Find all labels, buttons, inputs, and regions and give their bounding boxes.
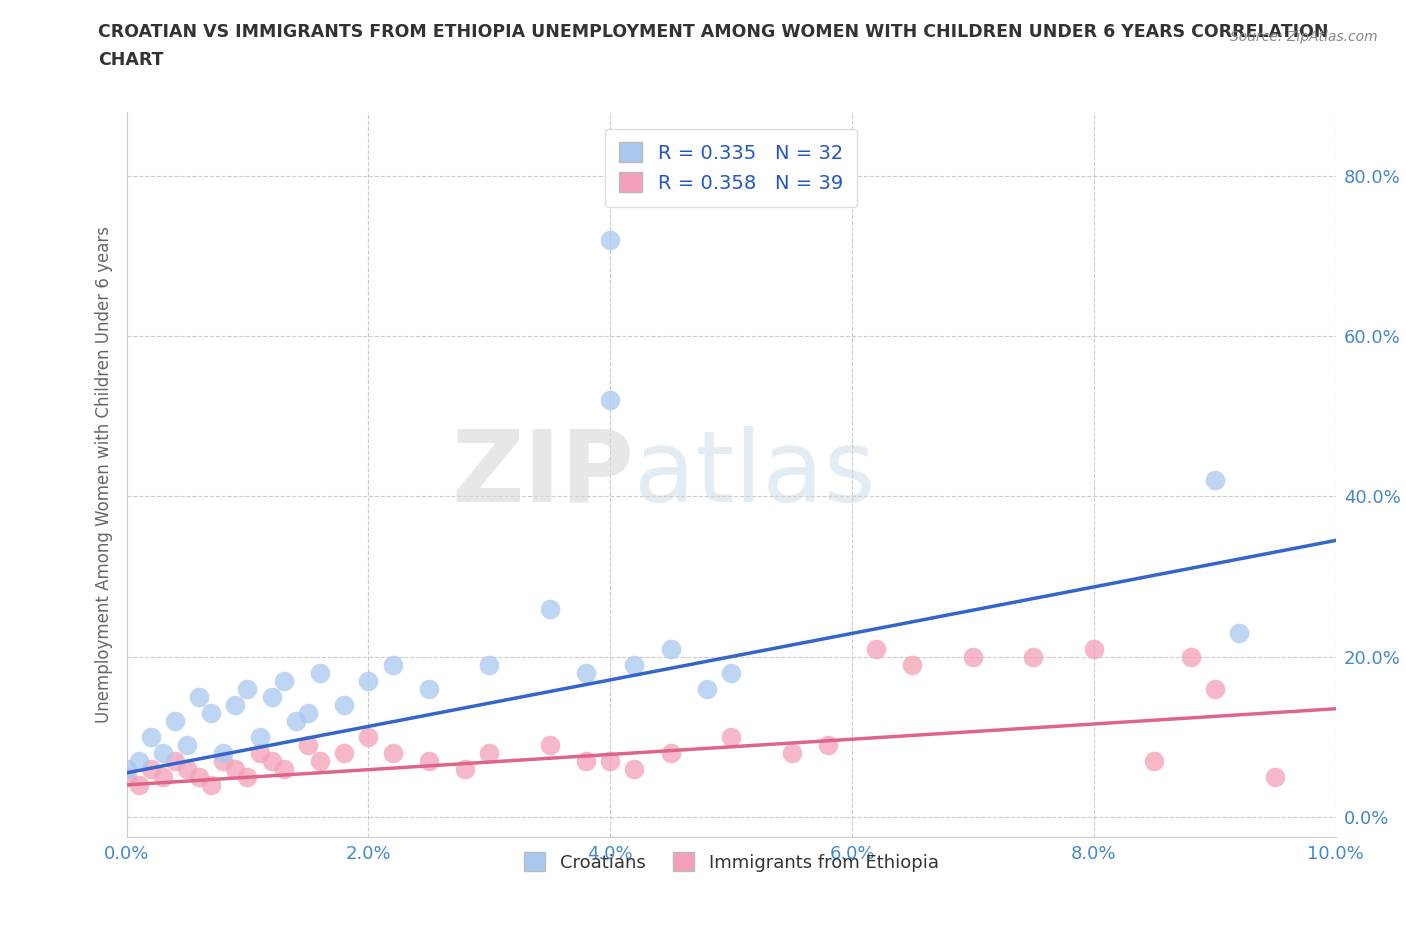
Point <box>478 746 501 761</box>
Point <box>357 729 380 744</box>
Point <box>115 769 138 784</box>
Text: CHART: CHART <box>98 51 165 69</box>
Point <box>720 729 742 744</box>
Point <box>212 753 235 768</box>
Point <box>297 737 319 752</box>
Point <box>817 737 839 752</box>
Point <box>1204 682 1226 697</box>
Point <box>284 713 307 728</box>
Point <box>659 746 682 761</box>
Point <box>599 392 621 407</box>
Point <box>418 682 440 697</box>
Point <box>538 601 561 616</box>
Point <box>1227 625 1250 640</box>
Point <box>538 737 561 752</box>
Point <box>962 649 984 664</box>
Point <box>659 641 682 656</box>
Point <box>478 658 501 672</box>
Point <box>780 746 803 761</box>
Text: CROATIAN VS IMMIGRANTS FROM ETHIOPIA UNEMPLOYMENT AMONG WOMEN WITH CHILDREN UNDE: CROATIAN VS IMMIGRANTS FROM ETHIOPIA UNE… <box>98 23 1329 41</box>
Point <box>176 737 198 752</box>
Point <box>1264 769 1286 784</box>
Point <box>720 665 742 680</box>
Point <box>249 729 271 744</box>
Point <box>188 689 211 704</box>
Point <box>128 777 150 792</box>
Point <box>357 673 380 688</box>
Point <box>381 658 404 672</box>
Point <box>418 753 440 768</box>
Y-axis label: Unemployment Among Women with Children Under 6 years: Unemployment Among Women with Children U… <box>94 226 112 723</box>
Point <box>128 753 150 768</box>
Point <box>139 729 162 744</box>
Point <box>200 777 222 792</box>
Point <box>188 769 211 784</box>
Point <box>163 753 186 768</box>
Legend: Croatians, Immigrants from Ethiopia: Croatians, Immigrants from Ethiopia <box>516 845 946 879</box>
Point <box>163 713 186 728</box>
Text: Source: ZipAtlas.com: Source: ZipAtlas.com <box>1230 30 1378 44</box>
Point <box>333 698 356 712</box>
Point <box>309 665 332 680</box>
Point <box>696 682 718 697</box>
Point <box>236 682 259 697</box>
Point <box>200 705 222 720</box>
Point <box>249 746 271 761</box>
Point <box>115 762 138 777</box>
Point <box>1180 649 1202 664</box>
Point <box>224 698 246 712</box>
Point <box>599 232 621 247</box>
Point <box>865 641 887 656</box>
Point <box>1022 649 1045 664</box>
Point <box>454 762 477 777</box>
Point <box>381 746 404 761</box>
Point <box>623 762 645 777</box>
Point <box>297 705 319 720</box>
Point <box>1204 472 1226 487</box>
Text: atlas: atlas <box>634 426 876 523</box>
Point <box>176 762 198 777</box>
Point <box>1143 753 1166 768</box>
Point <box>333 746 356 761</box>
Point <box>623 658 645 672</box>
Point <box>309 753 332 768</box>
Point <box>273 762 295 777</box>
Point <box>599 753 621 768</box>
Point <box>236 769 259 784</box>
Text: ZIP: ZIP <box>451 426 634 523</box>
Point <box>152 746 174 761</box>
Point <box>139 762 162 777</box>
Point <box>575 665 598 680</box>
Point <box>901 658 924 672</box>
Point <box>575 753 598 768</box>
Point <box>224 762 246 777</box>
Point <box>260 689 283 704</box>
Point <box>1083 641 1105 656</box>
Point <box>260 753 283 768</box>
Point <box>152 769 174 784</box>
Point <box>212 746 235 761</box>
Point <box>273 673 295 688</box>
